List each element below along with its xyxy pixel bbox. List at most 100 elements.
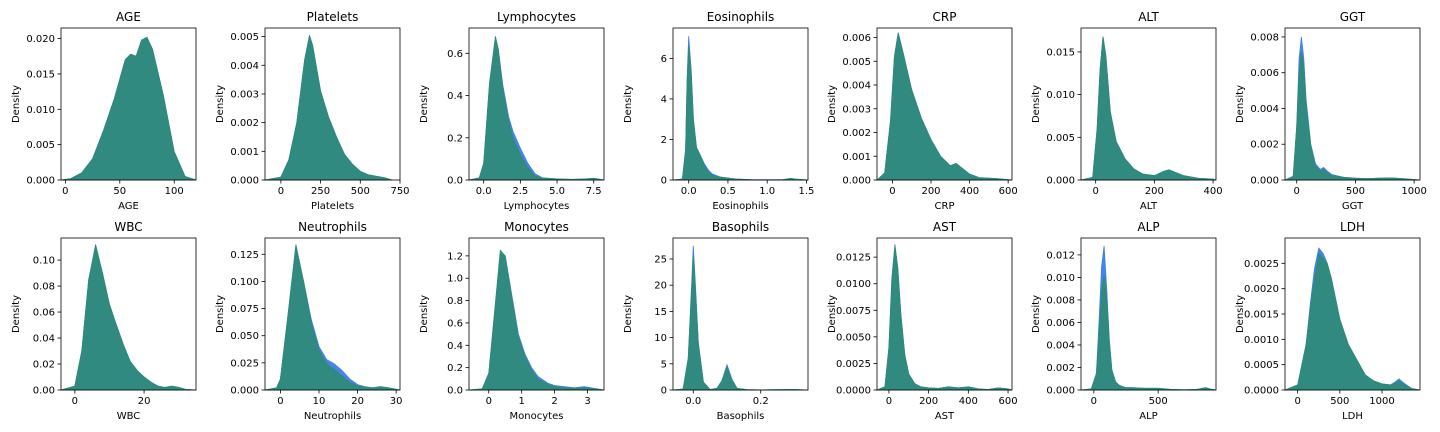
chart-ggt-density-area-2 <box>1284 51 1421 181</box>
chart-monocytes-ytick-label: 1.2 <box>447 251 463 262</box>
chart-crp-ytick-label: 0.006 <box>842 33 871 44</box>
chart-alp-title: ALP <box>1137 220 1159 234</box>
chart-ggt-panel: 0 500 1000 0.000 0.002 0.004 0.006 0.008 GGT GGT D… <box>1235 10 1427 212</box>
chart-eosinophils-ytick-label: 4 <box>661 94 667 105</box>
chart-ast-ytick-label: 0.0075 <box>836 306 871 317</box>
chart-alp-ytick-label: 0.004 <box>1046 340 1075 351</box>
chart-monocytes-title: Monocytes <box>504 220 569 234</box>
chart-alt-title: ALT <box>1138 10 1159 24</box>
chart-monocytes-density-area-2 <box>468 249 605 391</box>
chart-neutrophils-xtick-label: 30 <box>390 396 403 407</box>
chart-alp-frame <box>1080 237 1217 391</box>
chart-neutrophils-ytick-label: 0.075 <box>230 304 259 315</box>
chart-monocytes-ytick-label: 1.0 <box>447 274 463 285</box>
chart-eosinophils-density-area-2 <box>672 46 809 181</box>
chart-monocytes-xlabel: Monocytes <box>510 411 564 422</box>
chart-eosinophils-ytick-label: 6 <box>661 54 667 65</box>
chart-alp-ytick-label: 0.012 <box>1046 250 1075 261</box>
chart-platelets-title: Platelets <box>307 10 359 24</box>
chart-platelets-ytick-label: 0.005 <box>230 32 259 43</box>
chart-eosinophils-xtick-label: 0.5 <box>720 186 736 197</box>
chart-basophils-ylabel: Density <box>623 295 634 333</box>
chart-wbc-ylabel: Density <box>11 295 22 333</box>
chart-ggt-ytick-label: 0.002 <box>1250 140 1279 151</box>
chart-age-xtick-label: 50 <box>113 186 126 197</box>
chart-eosinophils-frame <box>672 27 809 181</box>
chart-ast-xlabel: AST <box>935 411 955 422</box>
chart-ldh-ytick-label: 0.0015 <box>1244 310 1279 321</box>
chart-eosinophils-xtick-label: 1.0 <box>759 186 775 197</box>
chart-monocytes-ytick-label: 0.0 <box>447 386 463 397</box>
chart-wbc-ytick-label: 0.10 <box>33 256 55 267</box>
chart-crp-title: CRP <box>933 10 957 24</box>
chart-alp-panel: 0 500 0.000 0.002 0.004 0.006 0.008 0.010 0.012 A… <box>1031 220 1217 422</box>
chart-platelets-frame <box>264 27 401 181</box>
chart-lymphocytes-ytick-label: 0.6 <box>447 49 463 60</box>
chart-basophils-panel: 0.0 0.2 0 5 10 15 20 25 Basophils Basophils Densit… <box>623 220 809 422</box>
chart-basophils-ytick-label: 20 <box>654 281 667 292</box>
chart-eosinophils-xtick-label: 1.5 <box>798 186 814 197</box>
chart-ast-title: AST <box>933 220 957 234</box>
chart-wbc-ytick-label: 0.02 <box>33 360 55 371</box>
chart-ldh-ylabel: Density <box>1235 295 1246 333</box>
chart-wbc-density-area-2 <box>60 244 197 391</box>
chart-alp-ytick-label: 0.000 <box>1046 386 1075 397</box>
chart-neutrophils-ytick-label: 0.050 <box>230 331 259 342</box>
chart-basophils-title: Basophils <box>712 220 769 234</box>
chart-platelets-ytick-label: 0.000 <box>230 176 259 187</box>
chart-platelets-panel: 0 250 500 750 0.000 0.001 0.002 0.003 0.004 0.005… <box>215 10 410 212</box>
chart-neutrophils-xtick-label: 0 <box>277 396 283 407</box>
chart-lymphocytes-xtick-label: 5.0 <box>549 186 565 197</box>
chart-ast-xtick-label: 0 <box>886 396 892 407</box>
chart-ldh-ytick-label: 0.0000 <box>1244 386 1279 397</box>
chart-ldh-panel: 0 500 1000 0.0000 0.0005 0.0010 0.0015 0.0020 0.… <box>1235 220 1421 422</box>
chart-monocytes-ytick-label: 0.6 <box>447 318 463 329</box>
chart-alt-xtick-label: 0 <box>1092 186 1098 197</box>
chart-monocytes-ytick-label: 0.4 <box>447 341 463 352</box>
chart-lymphocytes-xtick-label: 0.0 <box>476 186 492 197</box>
chart-platelets-ylabel: Density <box>215 85 226 123</box>
chart-ggt-ytick-label: 0.000 <box>1250 176 1279 187</box>
chart-wbc-panel: 0 20 0.00 0.02 0.04 0.06 0.08 0.10 WBC WBC Density <box>11 220 197 422</box>
chart-platelets-xtick-label: 750 <box>390 186 409 197</box>
chart-crp-ytick-label: 0.004 <box>842 81 871 92</box>
chart-age-xlabel: AGE <box>118 201 139 212</box>
chart-ast-density-area-2 <box>876 244 1013 391</box>
chart-neutrophils-density-area-2 <box>264 244 401 391</box>
chart-alp-ytick-label: 0.002 <box>1046 363 1075 374</box>
chart-lymphocytes-density-area-2 <box>468 36 605 181</box>
chart-ggt-ytick-label: 0.008 <box>1250 32 1279 43</box>
chart-lymphocytes-xtick-label: 2.5 <box>512 186 528 197</box>
chart-basophils-frame <box>672 237 809 391</box>
chart-alt-ylabel: Density <box>1031 85 1042 123</box>
chart-monocytes-xtick-label: 1 <box>518 396 524 407</box>
chart-monocytes-xtick-label: 2 <box>551 396 557 407</box>
chart-crp-xtick-label: 0 <box>889 186 895 197</box>
chart-ggt-title: GGT <box>1340 10 1366 24</box>
chart-ast-ytick-label: 0.0125 <box>836 253 871 264</box>
chart-neutrophils-frame <box>264 237 401 391</box>
chart-crp-frame <box>876 27 1013 181</box>
chart-neutrophils-xlabel: Neutrophils <box>304 411 361 422</box>
chart-alp-ylabel: Density <box>1031 295 1042 333</box>
chart-lymphocytes-panel: 0.0 2.5 5.0 7.5 0.0 0.2 0.4 0.6 Lymphocytes Lymph… <box>419 10 605 212</box>
chart-monocytes-panel: 0 1 2 3 0.0 0.2 0.4 0.6 0.8 1.0 1.2 Monocytes Monocy… <box>419 220 605 422</box>
chart-neutrophils-panel: 0 10 20 30 0.000 0.025 0.050 0.075 0.100 0.125 Neu… <box>215 220 403 422</box>
chart-alt-ytick-label: 0.000 <box>1046 176 1075 187</box>
chart-platelets-xtick-label: 0 <box>278 186 284 197</box>
chart-alp-density-area-2 <box>1080 275 1217 391</box>
chart-alp-ytick-label: 0.010 <box>1046 273 1075 284</box>
chart-basophils-ytick-label: 5 <box>661 359 667 370</box>
chart-platelets-density-area-2 <box>264 35 393 181</box>
chart-alp-xtick-label: 0 <box>1091 396 1097 407</box>
chart-neutrophils-xtick-label: 10 <box>313 396 326 407</box>
chart-ggt-ytick-label: 0.004 <box>1250 104 1279 115</box>
chart-alp-xtick-label: 500 <box>1149 396 1168 407</box>
chart-alt-ytick-label: 0.005 <box>1046 133 1075 144</box>
chart-ldh-xtick-label: 500 <box>1330 396 1349 407</box>
chart-alp-ytick-label: 0.008 <box>1046 295 1075 306</box>
chart-crp-xtick-label: 400 <box>960 186 979 197</box>
chart-age-xtick-label: 100 <box>165 186 184 197</box>
chart-age-ytick-label: 0.015 <box>26 69 55 80</box>
chart-basophils-ytick-label: 25 <box>654 254 667 265</box>
